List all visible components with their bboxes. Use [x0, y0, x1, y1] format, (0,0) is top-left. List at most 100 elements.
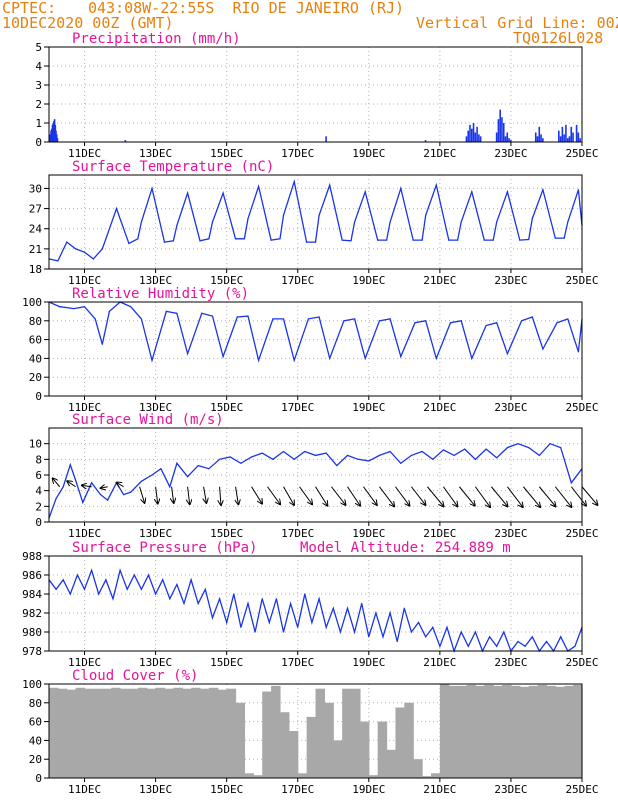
- x-tick-label: 13DEC: [139, 783, 172, 796]
- data-point: [204, 588, 206, 590]
- data-point: [318, 214, 320, 216]
- y-tick-label: 5: [35, 41, 42, 54]
- wind-arrow: [331, 486, 345, 505]
- y-tick-label: 980: [22, 626, 42, 639]
- data-point: [172, 240, 174, 242]
- wind-arrow: [554, 486, 571, 507]
- data-point: [471, 191, 473, 193]
- data-bar: [475, 685, 485, 778]
- data-point: [176, 312, 178, 314]
- data-point: [130, 491, 132, 493]
- data-point: [57, 260, 59, 262]
- y-tick-label: 60: [29, 334, 42, 347]
- data-point: [446, 626, 448, 628]
- data-point: [414, 322, 416, 324]
- data-point: [556, 322, 558, 324]
- data-point: [293, 359, 295, 361]
- data-point: [279, 238, 281, 240]
- data-bar: [146, 688, 157, 778]
- data-bar: [568, 136, 571, 142]
- data-point: [151, 359, 153, 361]
- data-bar: [519, 686, 530, 778]
- data-point: [222, 192, 224, 194]
- data-point: [382, 636, 384, 638]
- y-tick-label: 80: [29, 315, 42, 328]
- data-bar: [75, 687, 86, 778]
- data-point: [190, 579, 192, 581]
- wind-arrow: [315, 486, 328, 506]
- data-point: [460, 221, 462, 223]
- data-bar: [351, 688, 361, 778]
- data-bar: [120, 688, 130, 778]
- data-bar: [564, 685, 574, 778]
- data-point: [350, 240, 352, 242]
- data-point: [83, 306, 86, 308]
- data-point: [140, 588, 142, 590]
- data-point: [400, 462, 402, 464]
- wind-arrow: [570, 486, 586, 506]
- data-bar: [208, 687, 219, 778]
- wind-arrow: [220, 486, 221, 505]
- wind-arrow: [443, 486, 457, 507]
- x-tick-label: 21DEC: [423, 147, 456, 160]
- data-point: [199, 240, 201, 242]
- data-point: [453, 454, 455, 457]
- data-point: [55, 497, 57, 500]
- x-tick-label: 19DEC: [352, 527, 385, 540]
- panel-title: Cloud Cover (%): [72, 668, 198, 684]
- data-bar: [244, 773, 254, 778]
- data-bar: [563, 134, 565, 142]
- wind-arrow: [236, 486, 239, 505]
- x-tick-label: 23DEC: [494, 527, 527, 540]
- data-bar: [546, 685, 556, 778]
- data-point: [378, 320, 381, 322]
- y-tick-label: 984: [22, 588, 42, 601]
- x-tick-label: 17DEC: [281, 401, 314, 414]
- y-tick-label: 4: [35, 485, 42, 498]
- data-point: [368, 460, 370, 462]
- data-bar: [324, 702, 334, 778]
- header-grid-note: Vertical Grid Line: 00Z: [416, 14, 618, 32]
- y-tick-label: 24: [29, 223, 43, 236]
- panel-frame: [48, 427, 583, 523]
- data-point: [503, 631, 505, 633]
- data-point: [314, 241, 317, 243]
- data-point: [538, 454, 540, 457]
- data-point: [128, 242, 130, 245]
- data-point: [169, 598, 171, 600]
- data-point: [126, 588, 128, 590]
- panel-title: Surface Temperature (nC): [72, 159, 274, 175]
- data-point: [258, 359, 260, 361]
- data-point: [186, 353, 189, 355]
- x-tick-label: 13DEC: [139, 147, 172, 160]
- data-point: [336, 465, 338, 467]
- data-bar: [200, 688, 210, 778]
- data-point: [258, 185, 260, 188]
- x-tick-label: 11DEC: [68, 274, 101, 287]
- y-tick-label: 986: [22, 569, 42, 582]
- data-point: [357, 458, 359, 460]
- data-bar: [478, 134, 480, 142]
- data-bar: [66, 689, 77, 778]
- data-point: [186, 192, 189, 194]
- data-bar: [559, 136, 562, 142]
- data-point: [474, 458, 476, 460]
- data-point: [82, 501, 84, 504]
- y-tick-label: 2: [35, 98, 42, 111]
- data-line: [48, 179, 583, 262]
- data-point: [115, 207, 118, 210]
- data-point: [140, 221, 142, 223]
- data-point: [99, 493, 102, 496]
- data-point: [272, 318, 274, 320]
- data-point: [439, 645, 441, 647]
- wind-arrow: [117, 483, 124, 487]
- panel-5: [44, 683, 583, 782]
- y-tick-label: 20: [29, 753, 42, 766]
- data-point: [218, 598, 221, 600]
- data-point: [506, 446, 508, 449]
- data-point: [432, 458, 434, 460]
- data-bar: [124, 140, 127, 142]
- data-point: [346, 607, 349, 609]
- data-point: [332, 607, 334, 609]
- data-point: [311, 621, 313, 624]
